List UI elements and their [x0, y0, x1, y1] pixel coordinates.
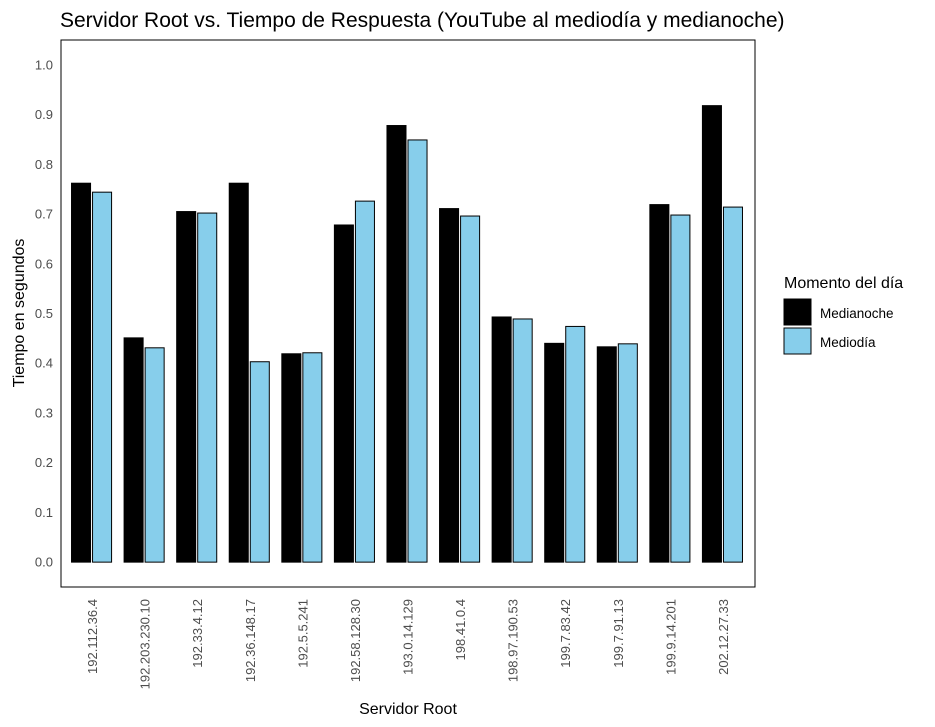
legend: Momento del día Medianoche Mediodía: [783, 275, 903, 355]
bar-mediod-a-2: [197, 212, 218, 563]
bar-mediod-a-1: [144, 347, 165, 563]
y-tick-label: 1.0: [35, 57, 53, 72]
bar-medianoche-5: [333, 224, 354, 563]
y-tick-label: 0.3: [35, 405, 53, 420]
bar-medianoche-12: [701, 105, 722, 563]
y-tick-label: 0.4: [35, 356, 53, 371]
y-tick-label: 0.1: [35, 505, 53, 520]
plot-panel: [60, 39, 756, 588]
bar-mediod-a-11: [670, 214, 691, 563]
bar-mediod-a-0: [92, 191, 113, 563]
bar-medianoche-3: [228, 182, 249, 563]
bar-mediod-a-3: [249, 361, 270, 563]
legend-label-mediodia: Mediodía: [820, 335, 876, 350]
bar-mediod-a-5: [354, 200, 375, 563]
bar-medianoche-8: [491, 316, 512, 563]
x-tick-label: 198.41.0.4: [453, 599, 468, 660]
legend-title: Momento del día: [784, 275, 903, 292]
y-tick-label: 0.9: [35, 107, 53, 122]
x-tick-label: 202.12.27.33: [716, 599, 731, 675]
bar-mediod-a-12: [722, 206, 743, 563]
x-tick-label: 192.36.148.17: [243, 599, 258, 682]
x-tick-label: 199.9.14.201: [663, 599, 678, 675]
bar-mediod-a-8: [512, 318, 533, 563]
legend-key-medianoche: [783, 298, 812, 326]
bar-mediod-a-9: [565, 325, 586, 563]
bar-mediod-a-6: [407, 139, 428, 563]
x-tick-label: 199.7.91.13: [611, 599, 626, 668]
bar-medianoche-1: [123, 337, 144, 563]
y-axis: 0.0 0.1 0.2 0.3 0.4 0.5 0.6 0.7 0.8 0.9 1.0: [35, 57, 53, 569]
bars-group: [71, 105, 743, 563]
x-tick-label: 192.5.5.241: [295, 599, 310, 668]
x-tick-label: 192.112.36.4: [85, 599, 100, 674]
y-tick-label: 0.8: [35, 157, 53, 172]
x-tick-label: 192.33.4.12: [190, 599, 205, 668]
bar-medianoche-2: [176, 211, 197, 563]
y-tick-label: 0.2: [35, 455, 53, 470]
bar-medianoche-9: [544, 342, 565, 563]
bar-medianoche-0: [71, 182, 92, 563]
legend-key-mediodia: [783, 327, 812, 355]
x-tick-label: 198.97.190.53: [506, 599, 521, 682]
x-tick-label: 192.58.128.30: [348, 599, 363, 682]
x-tick-label: 192.203.230.10: [138, 599, 153, 689]
legend-label-medianoche: Medianoche: [820, 306, 894, 321]
x-tick-label: 199.7.83.42: [558, 599, 573, 668]
x-axis-title: Servidor Root: [359, 701, 457, 718]
bar-mediod-a-10: [617, 343, 638, 563]
bar-mediod-a-4: [302, 352, 323, 563]
x-axis: 192.112.36.4 192.203.230.10 192.33.4.12 192…: [85, 599, 731, 689]
y-tick-label: 0.6: [35, 256, 53, 271]
bar-medianoche-7: [439, 208, 460, 563]
bar-medianoche-6: [386, 125, 407, 563]
y-tick-label: 0.0: [35, 555, 53, 570]
y-tick-label: 0.7: [35, 207, 53, 222]
x-tick-label: 193.0.14.129: [401, 599, 416, 675]
y-tick-label: 0.5: [35, 306, 53, 321]
bar-medianoche-4: [281, 353, 302, 563]
bar-medianoche-11: [649, 204, 670, 563]
bar-mediod-a-7: [460, 215, 481, 563]
y-axis-title: Tiempo en segundos: [11, 239, 28, 388]
bar-medianoche-10: [596, 346, 617, 563]
chart-title: Servidor Root vs. Tiempo de Respuesta (Y…: [60, 9, 785, 32]
